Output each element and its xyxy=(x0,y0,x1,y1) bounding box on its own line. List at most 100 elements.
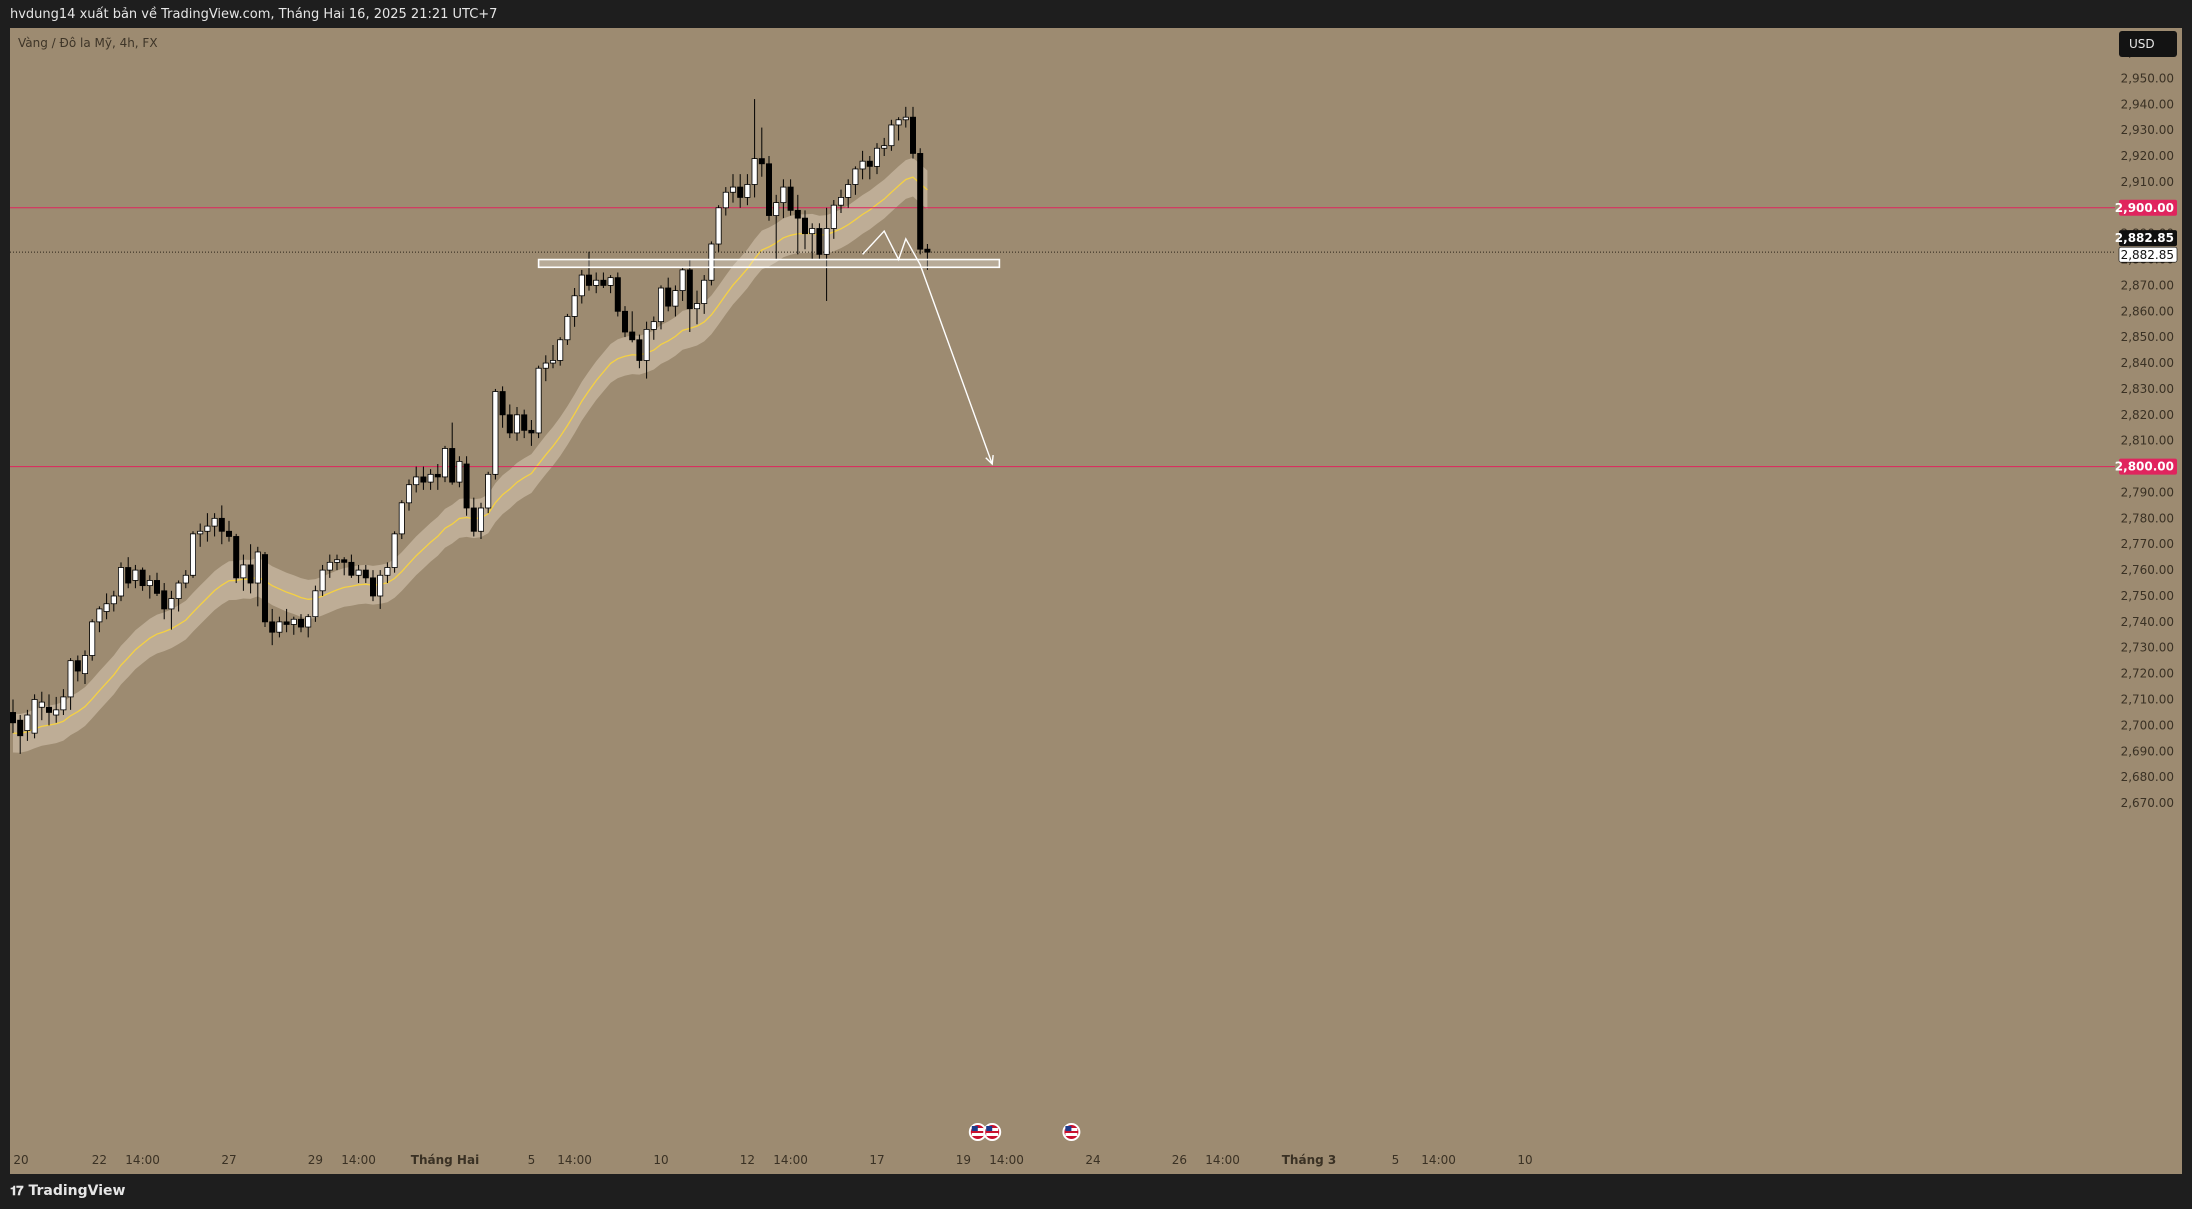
candle-50 xyxy=(369,570,376,602)
candle-44 xyxy=(326,554,333,578)
price-tick-label: 2,770.00 xyxy=(2121,537,2174,551)
ema-line xyxy=(12,176,928,735)
candle-body-101 xyxy=(737,186,744,198)
price-tick-label: 2,840.00 xyxy=(2121,356,2174,370)
candle-body-125 xyxy=(910,116,917,154)
candle-body-73 xyxy=(535,367,542,434)
candle-body-6 xyxy=(53,709,60,716)
candle-body-102 xyxy=(744,184,751,198)
candle-5 xyxy=(46,694,53,726)
time-tick-label: 29 xyxy=(308,1153,323,1167)
candle-124 xyxy=(902,106,909,128)
candle-83 xyxy=(607,275,614,294)
candle-body-23 xyxy=(175,582,182,599)
time-tick-label: Tháng 3 xyxy=(1282,1153,1337,1167)
level-price-badge-1 xyxy=(2119,458,2177,475)
price-tick-label: 2,790.00 xyxy=(2121,485,2174,499)
us-flag-event-icon[interactable] xyxy=(968,1123,987,1141)
candle-119 xyxy=(866,156,873,180)
candle-122 xyxy=(888,119,895,151)
candle-7 xyxy=(60,689,67,716)
candle-80 xyxy=(586,251,593,291)
candle-99 xyxy=(722,187,729,216)
us-flag-event-icon[interactable] xyxy=(983,1123,1002,1141)
candle-body-50 xyxy=(369,577,376,597)
us-flag-event-icon[interactable] xyxy=(1062,1123,1081,1141)
time-tick-label: 5 xyxy=(528,1153,536,1167)
candle-body-8 xyxy=(67,660,74,698)
price-tick-label: 2,940.00 xyxy=(2121,97,2174,111)
candle-111 xyxy=(809,223,816,260)
candle-body-76 xyxy=(557,339,564,361)
symbol-info: Vàng / Đô la Mỹ, 4h, FX xyxy=(18,36,158,50)
candle-body-113 xyxy=(823,228,830,255)
candle-body-65 xyxy=(477,507,484,532)
candle-body-10 xyxy=(82,655,89,675)
candle-body-72 xyxy=(528,429,535,434)
candle-body-103 xyxy=(751,158,758,185)
candle-55 xyxy=(405,479,412,511)
candle-118 xyxy=(859,150,866,180)
candle-97 xyxy=(708,241,715,286)
candle-8 xyxy=(67,658,74,710)
candle-108 xyxy=(787,179,794,216)
candle-89 xyxy=(650,316,657,340)
flag-stripe-icon xyxy=(986,1133,999,1136)
candle-66 xyxy=(485,471,492,514)
candle-42 xyxy=(312,585,319,622)
candle-body-7 xyxy=(60,696,67,711)
time-tick-label: 14:00 xyxy=(773,1153,808,1167)
currency-button[interactable]: USD xyxy=(2119,31,2177,57)
candle-39 xyxy=(290,616,297,635)
candle-body-111 xyxy=(809,228,816,235)
candle-86 xyxy=(629,311,636,343)
candle-71 xyxy=(521,409,528,439)
time-tick-label: 19 xyxy=(956,1153,971,1167)
candle-60 xyxy=(441,445,448,483)
candle-body-34 xyxy=(254,551,261,584)
candle-90 xyxy=(658,285,665,330)
candle-67 xyxy=(492,388,499,480)
candle-82 xyxy=(600,272,607,289)
price-tick-label: 2,670.00 xyxy=(2121,796,2174,810)
candle-18 xyxy=(139,567,146,591)
candle-body-35 xyxy=(261,554,268,623)
candle-body-22 xyxy=(168,598,175,610)
candle-112 xyxy=(816,223,823,260)
candle-body-74 xyxy=(542,362,549,369)
candle-body-21 xyxy=(161,590,168,610)
candle-body-15 xyxy=(118,567,125,597)
candle-body-110 xyxy=(802,217,809,235)
candle-91 xyxy=(665,277,672,312)
time-tick-label: 10 xyxy=(653,1153,668,1167)
candle-body-46 xyxy=(341,559,348,563)
tradingview-logo[interactable]: 𝟏𝟕 TradingView xyxy=(10,1183,125,1199)
candle-body-86 xyxy=(629,331,636,341)
candle-48 xyxy=(355,564,362,584)
candle-110 xyxy=(802,210,809,250)
candle-56 xyxy=(413,466,420,493)
candle-100 xyxy=(730,174,737,203)
candle-body-47 xyxy=(348,561,355,576)
candle-body-36 xyxy=(269,621,276,633)
candle-65 xyxy=(477,502,484,540)
candle-body-90 xyxy=(658,287,665,323)
tradingview-logo-icon: 𝟏𝟕 xyxy=(10,1184,24,1199)
candle-body-84 xyxy=(614,277,621,312)
price-tick-label: 2,810.00 xyxy=(2121,434,2174,448)
candle-body-49 xyxy=(362,569,369,579)
candle-body-83 xyxy=(607,277,614,286)
candle-120 xyxy=(874,143,881,175)
candle-20 xyxy=(153,572,160,596)
candle-body-116 xyxy=(845,184,852,198)
candle-body-117 xyxy=(852,168,859,185)
time-tick-label: 14:00 xyxy=(1205,1153,1240,1167)
candle-127 xyxy=(924,244,931,270)
candle-body-85 xyxy=(622,310,629,333)
candle-12 xyxy=(96,606,103,633)
candle-body-2 xyxy=(24,714,31,731)
candle-76 xyxy=(557,337,564,366)
price-tick-label: 2,690.00 xyxy=(2121,744,2174,758)
time-tick-label: 17 xyxy=(869,1153,884,1167)
